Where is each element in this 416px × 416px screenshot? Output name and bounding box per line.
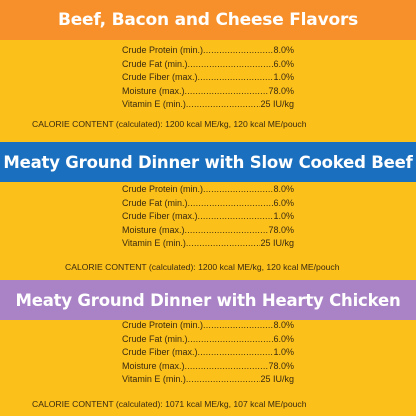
guaranteed-analysis-2: Crude Protein (min.) 8.0% Crude Fat (min.… <box>122 183 294 251</box>
section-title-hearty-chicken: Meaty Ground Dinner with Hearty Chicken <box>0 280 416 320</box>
nutrient-row: Crude Protein (min.) 8.0% <box>122 183 294 197</box>
nutrient-label: Moisture (max.) <box>122 85 185 96</box>
guaranteed-analysis-1: Crude Protein (min.) 8.0% Crude Fat (min.… <box>122 44 294 112</box>
leader-dots <box>203 183 273 197</box>
nutrient-row: Vitamin E (min.) 25 IU/kg <box>122 237 294 251</box>
nutrient-value: 1.0% <box>273 211 294 221</box>
calorie-content: CALORIE CONTENT (calculated): 1200 kcal … <box>32 119 307 129</box>
nutrient-label: Crude Protein (min.) <box>122 184 204 194</box>
nutrient-value: 6.0% <box>273 333 294 344</box>
leader-dots <box>203 319 273 333</box>
section-title-beef-bacon-cheese: Beef, Bacon and Cheese Flavors <box>0 0 416 40</box>
nutrient-row: Crude Protein (min.) 8.0% <box>122 319 294 333</box>
nutrient-label: Crude Fat (min.) <box>122 197 188 208</box>
leader-dots <box>198 346 274 360</box>
nutrient-row: Crude Protein (min.) 8.0% <box>122 44 294 58</box>
nutrient-value: 25 IU/kg <box>260 238 294 248</box>
leader-dots <box>198 210 274 224</box>
nutrient-label: Moisture (max.) <box>122 224 185 235</box>
leader-dots <box>186 98 261 112</box>
nutrient-label: Vitamin E (min.) <box>122 374 186 384</box>
nutrient-label: Vitamin E (min.) <box>122 99 186 109</box>
nutrient-value: 8.0% <box>273 184 294 194</box>
nutrient-label: Crude Protein (min.) <box>122 320 204 330</box>
nutrient-label: Crude Protein (min.) <box>122 45 204 55</box>
nutrient-row: Vitamin E (min.) 25 IU/kg <box>122 98 294 112</box>
leader-dots <box>188 58 274 72</box>
nutrient-value: 8.0% <box>273 45 294 55</box>
nutrient-row: Moisture (max.) 78.0% <box>122 85 294 99</box>
nutrient-row: Crude Fat (min.) 6.0% <box>122 197 294 211</box>
nutrient-label: Crude Fiber (max.) <box>122 211 198 221</box>
nutrient-label: Crude Fiber (max.) <box>122 347 198 357</box>
leader-dots <box>198 71 274 85</box>
nutrient-value: 25 IU/kg <box>260 99 294 109</box>
nutrient-value: 1.0% <box>273 72 294 82</box>
nutrient-value: 6.0% <box>273 197 294 208</box>
leader-dots <box>185 360 269 374</box>
nutrient-label: Crude Fat (min.) <box>122 58 188 69</box>
calorie-content: CALORIE CONTENT (calculated): 1071 kcal … <box>32 399 307 409</box>
nutrient-value: 8.0% <box>273 320 294 330</box>
nutrient-row: Crude Fiber (max.) 1.0% <box>122 210 294 224</box>
nutrient-label: Crude Fat (min.) <box>122 333 188 344</box>
nutrient-row: Crude Fat (min.) 6.0% <box>122 333 294 347</box>
nutrient-row: Crude Fat (min.) 6.0% <box>122 58 294 72</box>
leader-dots <box>188 197 274 211</box>
nutrient-value: 78.0% <box>268 85 294 96</box>
leader-dots <box>203 44 273 58</box>
nutrient-value: 6.0% <box>273 58 294 69</box>
nutrient-value: 1.0% <box>273 347 294 357</box>
leader-dots <box>185 85 269 99</box>
nutrient-row: Moisture (max.) 78.0% <box>122 224 294 238</box>
guaranteed-analysis-3: Crude Protein (min.) 8.0% Crude Fat (min.… <box>122 319 294 387</box>
nutrient-row: Vitamin E (min.) 25 IU/kg <box>122 373 294 387</box>
leader-dots <box>186 237 261 251</box>
nutrient-label: Vitamin E (min.) <box>122 238 186 248</box>
calorie-content: CALORIE CONTENT (calculated): 1200 kcal … <box>65 262 340 272</box>
nutrient-row: Moisture (max.) 78.0% <box>122 360 294 374</box>
leader-dots <box>185 224 269 238</box>
nutrient-value: 78.0% <box>268 360 294 371</box>
nutrient-row: Crude Fiber (max.) 1.0% <box>122 71 294 85</box>
nutrient-label: Crude Fiber (max.) <box>122 72 198 82</box>
section-title-slow-cooked-beef: Meaty Ground Dinner with Slow Cooked Bee… <box>0 142 416 182</box>
nutrient-row: Crude Fiber (max.) 1.0% <box>122 346 294 360</box>
nutrient-value: 25 IU/kg <box>260 374 294 384</box>
leader-dots <box>186 373 261 387</box>
nutrient-label: Moisture (max.) <box>122 360 185 371</box>
leader-dots <box>188 333 274 347</box>
nutrient-value: 78.0% <box>268 224 294 235</box>
